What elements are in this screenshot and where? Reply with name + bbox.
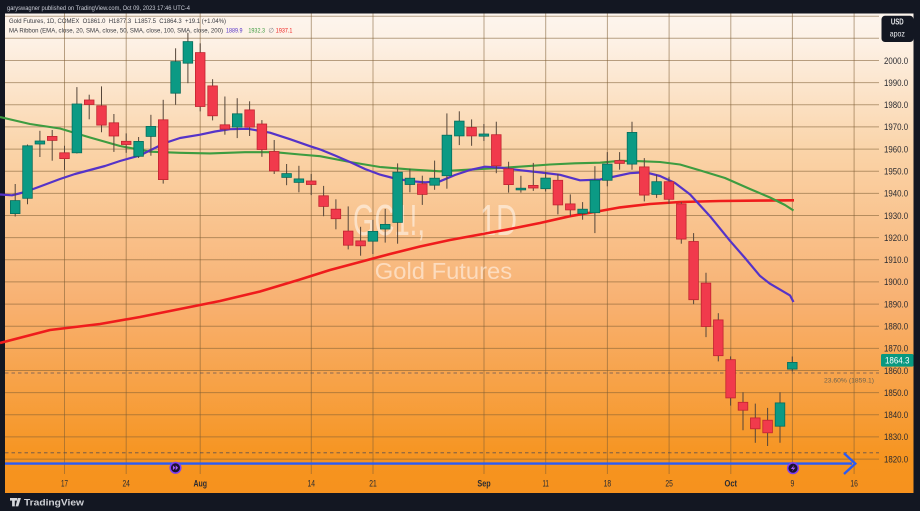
svg-text:1910.0: 1910.0 (884, 254, 908, 265)
svg-text:Gold Futures, 1D, COMEX O1861: Gold Futures, 1D, COMEX O1861.0 H1877.3 … (9, 18, 226, 25)
svg-text:1D: 1D (480, 196, 517, 245)
svg-text:9: 9 (791, 479, 795, 489)
svg-text:TradingView: TradingView (24, 498, 85, 509)
svg-text:garyswagner published on Tradi: garyswagner published on TradingView.com… (7, 5, 190, 12)
svg-text:GC1!,: GC1!, (353, 196, 425, 245)
svg-text:Sep: Sep (477, 479, 490, 489)
svg-text:1830.0: 1830.0 (884, 431, 908, 442)
svg-text:USD: USD (891, 16, 904, 26)
svg-text:1870.0: 1870.0 (884, 343, 908, 354)
svg-text:14: 14 (308, 479, 316, 489)
svg-text:1900.0: 1900.0 (884, 276, 908, 287)
svg-text:1932.3: 1932.3 (248, 28, 265, 35)
svg-text:1840.0: 1840.0 (884, 409, 908, 420)
svg-text:21: 21 (369, 479, 377, 489)
svg-text:1880.0: 1880.0 (884, 321, 908, 332)
svg-text:1890.0: 1890.0 (884, 298, 908, 309)
svg-text:1820.0: 1820.0 (884, 453, 908, 464)
svg-text:Oct: Oct (725, 479, 738, 489)
svg-text:1860.0: 1860.0 (884, 365, 908, 376)
svg-text:23.60% (1859.1): 23.60% (1859.1) (824, 378, 874, 385)
svg-text:Aug: Aug (193, 479, 207, 489)
svg-text:Gold Futures: Gold Futures (375, 258, 512, 284)
svg-text:25: 25 (665, 479, 673, 489)
svg-text:11: 11 (543, 479, 549, 489)
svg-text:24: 24 (122, 479, 130, 489)
svg-text:1937.1: 1937.1 (276, 28, 293, 35)
svg-text:17: 17 (61, 479, 68, 489)
svg-text:16: 16 (850, 479, 858, 489)
svg-text:1950.0: 1950.0 (884, 166, 908, 177)
svg-text:1960.0: 1960.0 (884, 143, 908, 154)
svg-text:∅: ∅ (268, 28, 274, 35)
svg-text:1850.0: 1850.0 (884, 387, 908, 398)
svg-text:1940.0: 1940.0 (884, 188, 908, 199)
svg-text:1920.0: 1920.0 (884, 232, 908, 243)
svg-text:18: 18 (604, 479, 612, 489)
svg-text:1970.0: 1970.0 (884, 121, 908, 132)
svg-text:1980.0: 1980.0 (884, 99, 908, 110)
svg-text:2000.0: 2000.0 (884, 55, 908, 66)
svg-text:1930.0: 1930.0 (884, 210, 908, 221)
svg-text:1864.3: 1864.3 (885, 355, 910, 366)
svg-text:apoz: apoz (890, 29, 905, 39)
svg-text:1889.9: 1889.9 (226, 28, 243, 35)
svg-text:MA Ribbon (EMA, close, 20, SMA: MA Ribbon (EMA, close, 20, SMA, close, 5… (9, 28, 223, 35)
svg-text:1990.0: 1990.0 (884, 77, 908, 88)
